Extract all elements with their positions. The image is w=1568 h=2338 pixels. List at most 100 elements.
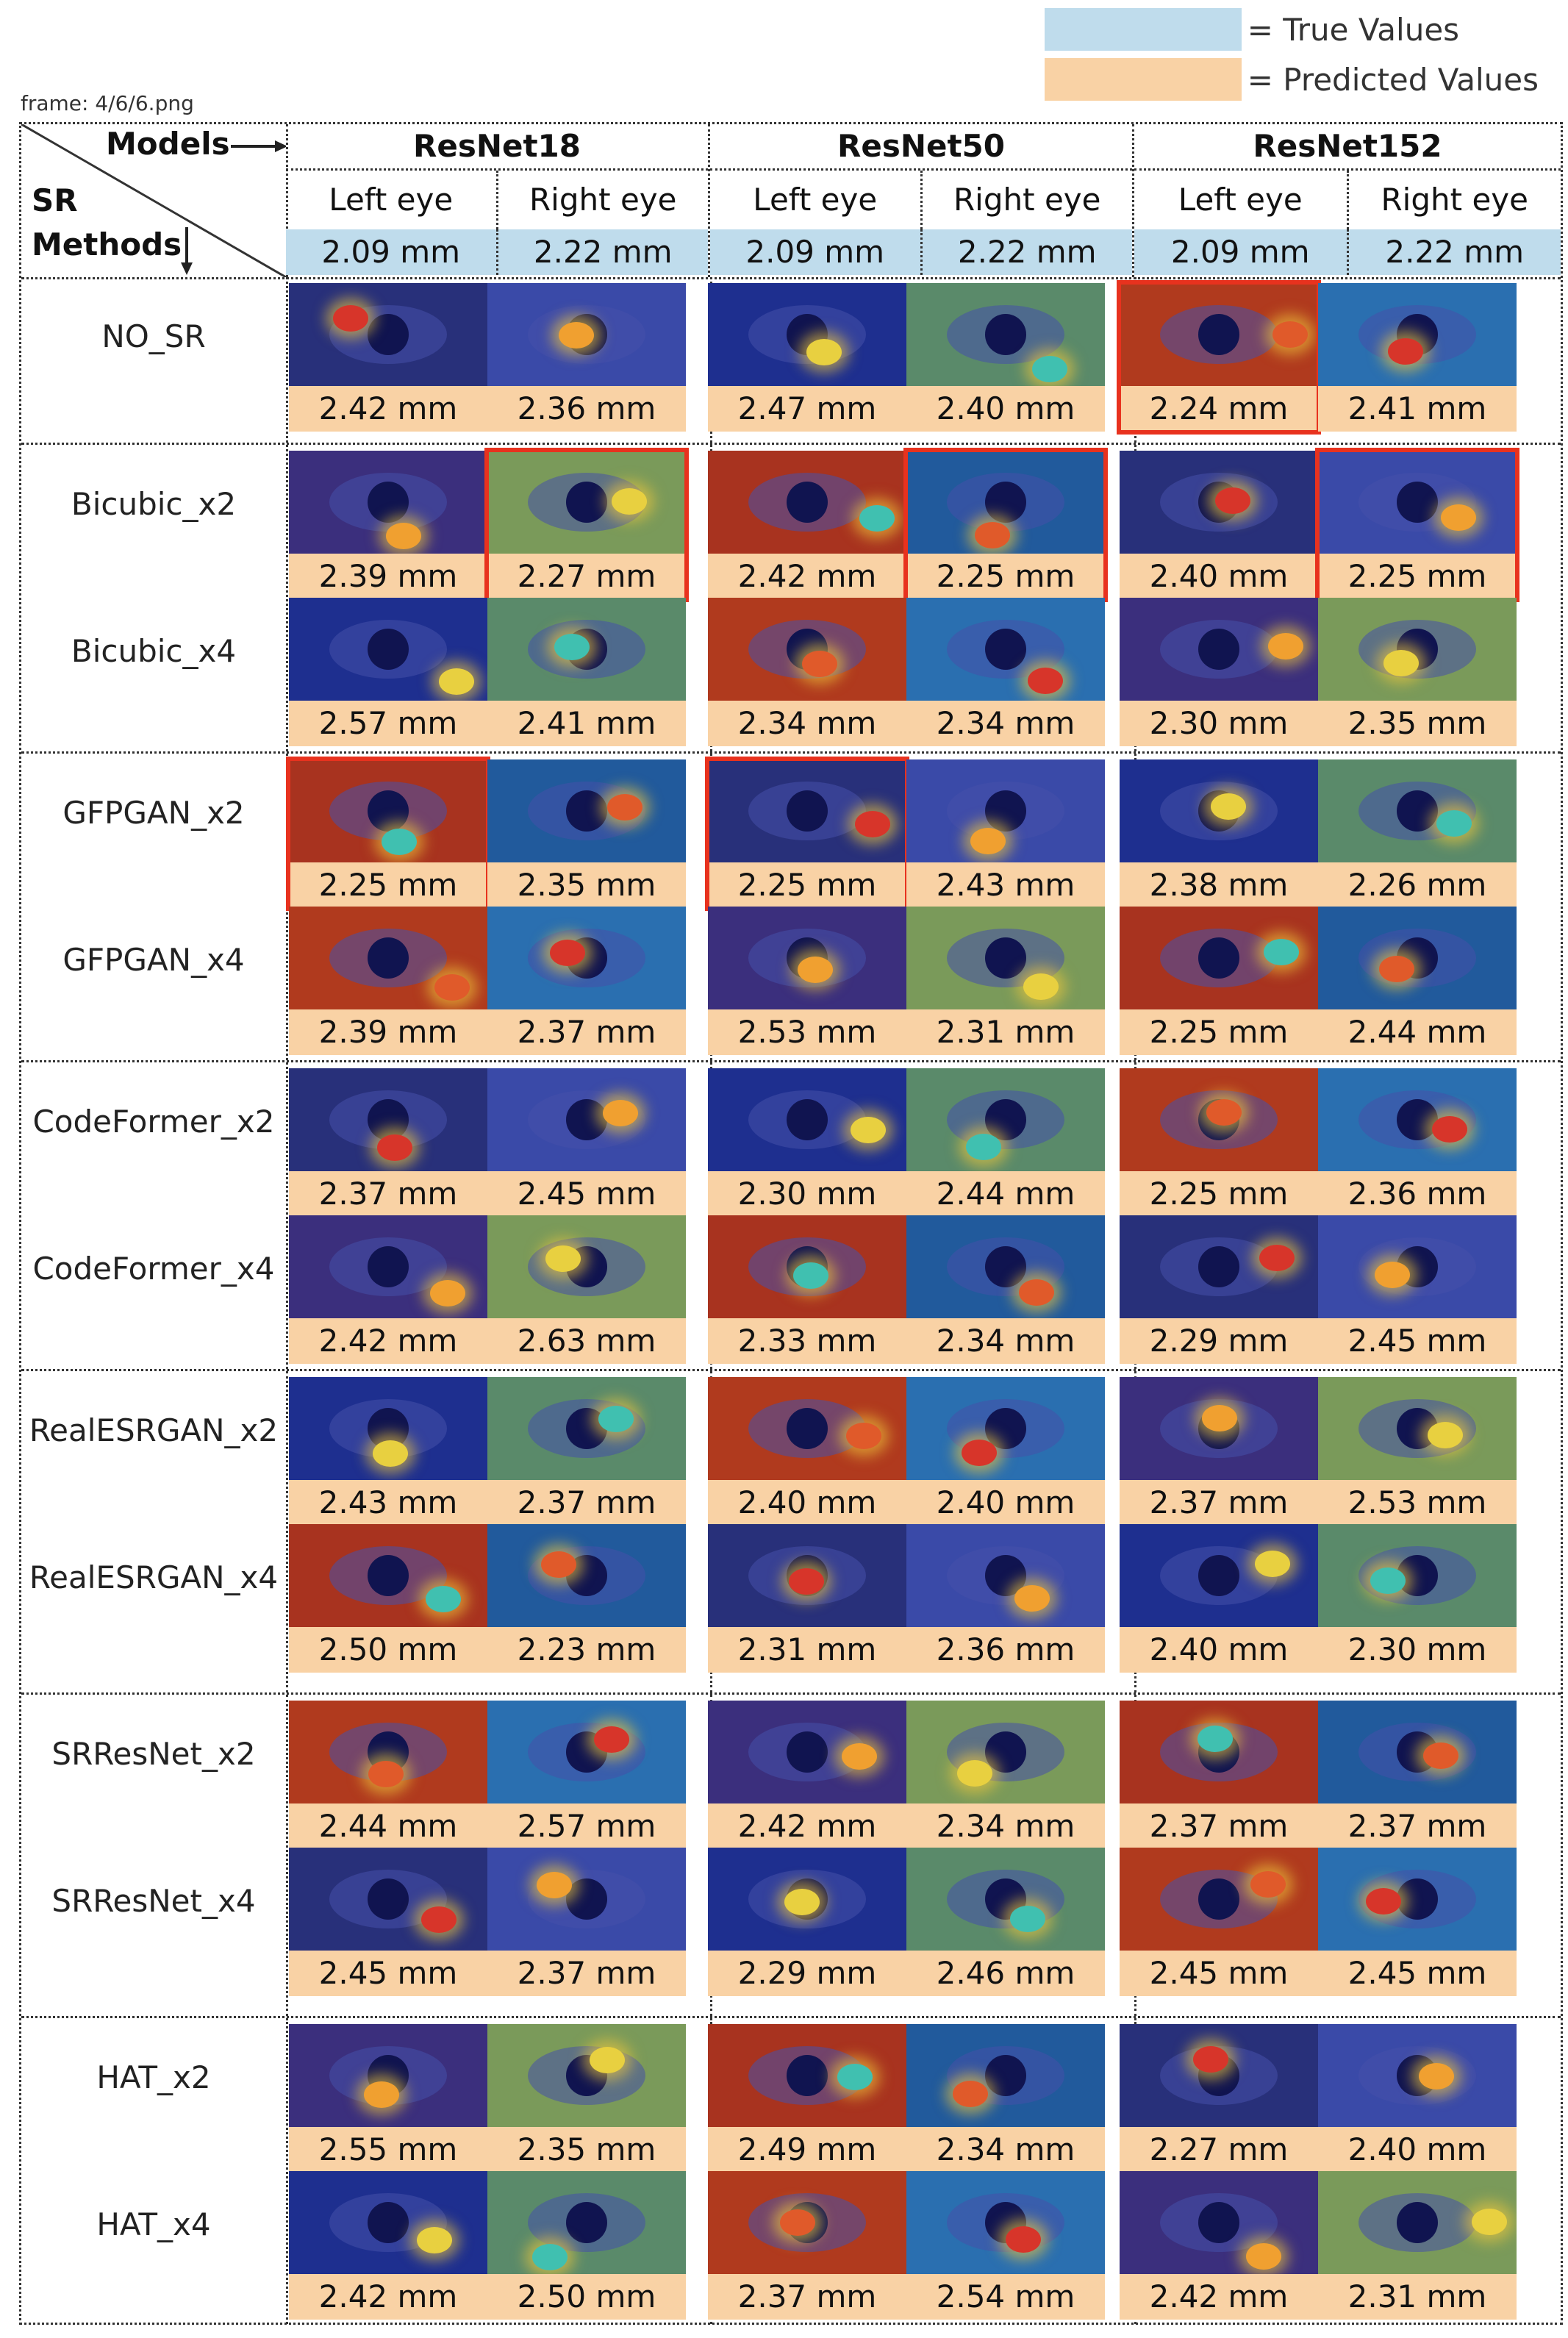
heatmap-cell: 2.31 mm [906, 907, 1105, 1062]
predicted-value: 2.50 mm [289, 1627, 487, 1673]
eye-heatmap-image [1120, 907, 1318, 1009]
predicted-value: 2.37 mm [487, 1951, 686, 1996]
eye-heatmap-image [487, 1701, 686, 1803]
heatmap-cell: 2.42 mm [289, 1215, 487, 1371]
predicted-value: 2.35 mm [487, 862, 686, 908]
predicted-value: 2.35 mm [1318, 701, 1517, 746]
heatmap-cell: 2.42 mm [289, 283, 487, 439]
activation-hotspot [545, 1245, 581, 1272]
eye-shape [947, 1090, 1064, 1149]
eye-heatmap-image [906, 2024, 1105, 2127]
heatmap-cell: 2.42 mm [708, 451, 906, 607]
activation-hotspot [1388, 338, 1423, 365]
pupil [368, 629, 409, 670]
method-label: HAT_x2 [96, 2059, 211, 2095]
heatmap-cell: 2.37 mm [487, 1848, 686, 2003]
left-eye-label: Left eye [710, 171, 923, 229]
eye-heatmap-image [906, 759, 1105, 862]
eye-heatmap-image [289, 2171, 487, 2274]
pupil [1198, 629, 1239, 670]
activation-hotspot [851, 1117, 886, 1143]
heatmap-cell: 2.53 mm [1318, 1377, 1517, 1533]
predicted-value: 2.42 mm [289, 386, 487, 432]
activation-hotspot [430, 1280, 465, 1306]
heatmap-cell: 2.39 mm [289, 451, 487, 607]
eye-heatmap-image [487, 1215, 686, 1318]
predicted-value: 2.34 mm [906, 1318, 1105, 1364]
eye-shape [947, 473, 1064, 532]
heatmap-cell: 2.41 mm [487, 598, 686, 754]
predicted-value: 2.40 mm [1120, 554, 1318, 599]
predicted-value: 2.34 mm [906, 2127, 1105, 2173]
eye-heatmap-image [289, 1377, 487, 1480]
pupil [1397, 482, 1438, 523]
activation-hotspot [1006, 2226, 1041, 2253]
heatmap-cell: 2.36 mm [906, 1524, 1105, 1680]
activation-hotspot [1423, 1742, 1458, 1769]
method-group: SRResNet_x2 2.44 mm 2.57 mm 2.42 mm 2.34 mm 2… [21, 1695, 1561, 2018]
legend: = True Values = Predicted Values [1044, 4, 1539, 104]
method-group: CodeFormer_x2 2.37 mm 2.45 mm 2.30 mm 2.44 m… [21, 1062, 1561, 1371]
method-label: RealESRGAN_x4 [29, 1559, 279, 1595]
true-left-value: 2.09 mm [1134, 229, 1349, 275]
heatmap-cell: 2.31 mm [708, 1524, 906, 1680]
heatmap-cell: 2.42 mm [1120, 2171, 1318, 2327]
heatmap-cell: 2.25 mm [286, 757, 490, 915]
true-left-value: 2.09 mm [286, 229, 498, 275]
predicted-value: 2.44 mm [906, 1171, 1105, 1217]
predicted-values-label: = Predicted Values [1247, 61, 1539, 98]
heatmap-cell: 2.35 mm [487, 2024, 686, 2180]
true-right-value: 2.22 mm [957, 234, 1097, 270]
heatmap-cell: 2.36 mm [1318, 1068, 1517, 1224]
activation-hotspot [1472, 2209, 1507, 2235]
activation-hotspot [598, 1406, 634, 1432]
activation-hotspot [1215, 487, 1250, 514]
heatmap-cell: 2.34 mm [906, 1215, 1105, 1371]
predicted-value: 2.30 mm [708, 1171, 906, 1217]
eye-heatmap-image [289, 598, 487, 701]
heatmap-cell: 2.30 mm [1120, 598, 1318, 754]
predicted-value: 2.54 mm [906, 2274, 1105, 2320]
activation-hotspot [1028, 668, 1063, 694]
heatmap-cell: 2.36 mm [487, 283, 686, 439]
pupil [1397, 1099, 1438, 1140]
model-header-resnet152: ResNet152 Left eye Right eye 2.09 mm 2.22 … [1134, 124, 1561, 277]
eye-heatmap-image [906, 1215, 1105, 1318]
activation-hotspot [1032, 356, 1067, 382]
activation-hotspot [1264, 939, 1299, 965]
heatmap-cell: 2.37 mm [487, 1377, 686, 1533]
heatmap-cell: 2.31 mm [1318, 2171, 1517, 2327]
heatmap-cell: 2.45 mm [1318, 1215, 1517, 1371]
method-label: NO_SR [101, 318, 206, 354]
models-label: Models [106, 126, 230, 162]
predicted-value: 2.40 mm [1120, 1627, 1318, 1673]
eye-shape [748, 1399, 866, 1458]
eye-shape [528, 1237, 645, 1296]
eye-shape [1358, 2193, 1476, 2252]
heatmap-cell: 2.43 mm [906, 759, 1105, 915]
eye-shape [329, 473, 447, 532]
predicted-value: 2.45 mm [1318, 1318, 1517, 1364]
eye-shape [748, 2046, 866, 2105]
activation-hotspot [421, 1906, 457, 1933]
eye-heatmap-image [289, 1848, 487, 1951]
eye-heatmap-image [487, 759, 686, 862]
predicted-value: 2.27 mm [487, 554, 686, 599]
results-table: Models SR Methods ResNet18 Left eye Right… [19, 122, 1563, 2325]
column-separator [286, 1062, 288, 1369]
eye-shape [748, 1090, 866, 1149]
activation-hotspot [333, 305, 368, 332]
eye-heatmap-image [1318, 1215, 1517, 1318]
method-group: HAT_x2 2.55 mm 2.35 mm 2.49 mm 2.34 mm 2.27 m… [21, 2018, 1561, 2324]
activation-hotspot [426, 1586, 461, 1612]
pupil [368, 2202, 409, 2243]
activation-hotspot [537, 1872, 572, 1898]
heatmap-cell: 2.37 mm [1318, 1701, 1517, 1856]
eye-shape [1160, 2193, 1278, 2252]
activation-hotspot [962, 1440, 997, 1466]
predicted-value: 2.26 mm [1318, 862, 1517, 908]
heatmap-cell: 2.44 mm [1318, 907, 1517, 1062]
true-right-value: 2.22 mm [1385, 234, 1525, 270]
predicted-value: 2.31 mm [906, 1009, 1105, 1055]
eye-heatmap-image [708, 907, 906, 1009]
